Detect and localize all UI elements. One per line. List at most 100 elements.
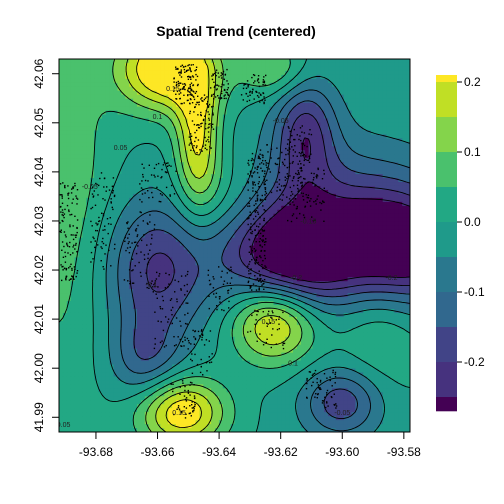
heat-cell <box>94 174 99 179</box>
heat-cell <box>269 182 274 187</box>
heat-cell <box>269 185 274 191</box>
heat-cell <box>246 205 251 211</box>
heat-cell <box>86 114 91 120</box>
heat-cell <box>94 134 99 139</box>
heat-cell <box>129 170 134 175</box>
heat-cell <box>215 134 220 139</box>
heat-cell <box>296 237 302 243</box>
heat-cell <box>335 110 341 116</box>
heat-cell <box>66 82 72 88</box>
heat-cell <box>90 94 95 100</box>
heat-cell <box>378 193 384 199</box>
heat-cell <box>304 82 310 88</box>
heat-cell <box>82 122 87 127</box>
heat-cell <box>183 59 189 64</box>
heat-cell <box>254 62 259 68</box>
heat-cell <box>324 201 329 207</box>
heat-cell <box>343 134 349 139</box>
heat-cell <box>90 122 95 127</box>
heat-cell <box>148 122 154 127</box>
heat-cell <box>86 146 91 151</box>
heat-cell <box>98 154 103 159</box>
heat-cell <box>351 118 356 123</box>
heat-cell <box>355 193 360 199</box>
heat-cell <box>257 237 263 243</box>
heat-cell <box>402 189 407 195</box>
heat-cell <box>277 94 282 100</box>
heat-cell <box>339 253 345 258</box>
heat-cell <box>113 225 118 231</box>
heat-cell <box>355 237 360 243</box>
heat-cell <box>109 201 115 207</box>
heat-cell <box>218 221 224 227</box>
heat-cell <box>289 201 294 207</box>
heat-cell <box>234 257 239 262</box>
heat-cell <box>355 249 360 254</box>
heat-cell <box>203 106 208 112</box>
heat-cell <box>148 74 154 80</box>
heat-cell <box>402 106 407 112</box>
heat-cell <box>339 154 345 159</box>
heat-cell <box>273 253 278 258</box>
heat-cell <box>129 277 134 282</box>
heat-cell <box>285 209 290 215</box>
heat-cell <box>152 201 157 207</box>
heat-cell <box>183 178 189 183</box>
heat-cell <box>234 74 239 80</box>
heat-cell <box>215 162 220 167</box>
heat-cell <box>98 189 103 195</box>
heat-cell <box>137 174 142 179</box>
heat-cell <box>121 257 126 262</box>
heat-cell <box>66 138 72 143</box>
heat-cell <box>113 217 118 223</box>
heat-cell <box>121 146 126 151</box>
heat-cell <box>402 174 407 179</box>
heat-cell <box>242 189 247 195</box>
heat-cell <box>121 59 126 64</box>
heat-cell <box>265 162 271 167</box>
heat-cell <box>394 82 399 88</box>
heat-cell <box>308 170 313 175</box>
heat-cell <box>129 237 134 243</box>
heat-cell <box>367 146 372 151</box>
heat-cell <box>351 154 356 159</box>
heat-cell <box>137 62 142 68</box>
heat-cell <box>152 158 157 163</box>
heat-cell <box>406 134 410 139</box>
heat-cell <box>242 213 247 219</box>
heat-cell <box>296 130 302 135</box>
heat-cell <box>312 126 317 131</box>
heat-cell <box>390 269 395 274</box>
heat-cell <box>269 134 274 139</box>
heat-cell <box>289 142 294 147</box>
heat-cell <box>211 213 216 219</box>
heat-cell <box>355 201 360 207</box>
heat-cell <box>226 74 232 80</box>
heat-cell <box>203 249 208 254</box>
heat-cell <box>148 62 154 68</box>
heat-cell <box>308 106 313 112</box>
heat-cell <box>304 94 310 100</box>
heat-cell <box>125 62 130 68</box>
heat-cell <box>308 62 313 68</box>
heat-cell <box>382 122 388 127</box>
heat-cell <box>371 233 376 239</box>
heat-cell <box>332 233 337 239</box>
heat-cell <box>394 86 399 92</box>
heat-cell <box>215 221 220 227</box>
heat-cell <box>308 178 313 183</box>
heat-cell <box>90 62 95 68</box>
heat-cell <box>148 86 154 92</box>
heat-cell <box>113 182 118 187</box>
heat-cell <box>191 106 196 112</box>
heat-cell <box>218 261 224 266</box>
heat-cell <box>148 233 154 239</box>
heat-cell <box>179 185 185 191</box>
heat-cell <box>347 158 352 163</box>
heat-cell <box>234 253 239 258</box>
heat-cell <box>281 110 286 116</box>
heat-cell <box>121 185 126 191</box>
heat-cell <box>402 122 407 127</box>
heat-cell <box>98 158 103 163</box>
heat-cell <box>90 201 95 207</box>
